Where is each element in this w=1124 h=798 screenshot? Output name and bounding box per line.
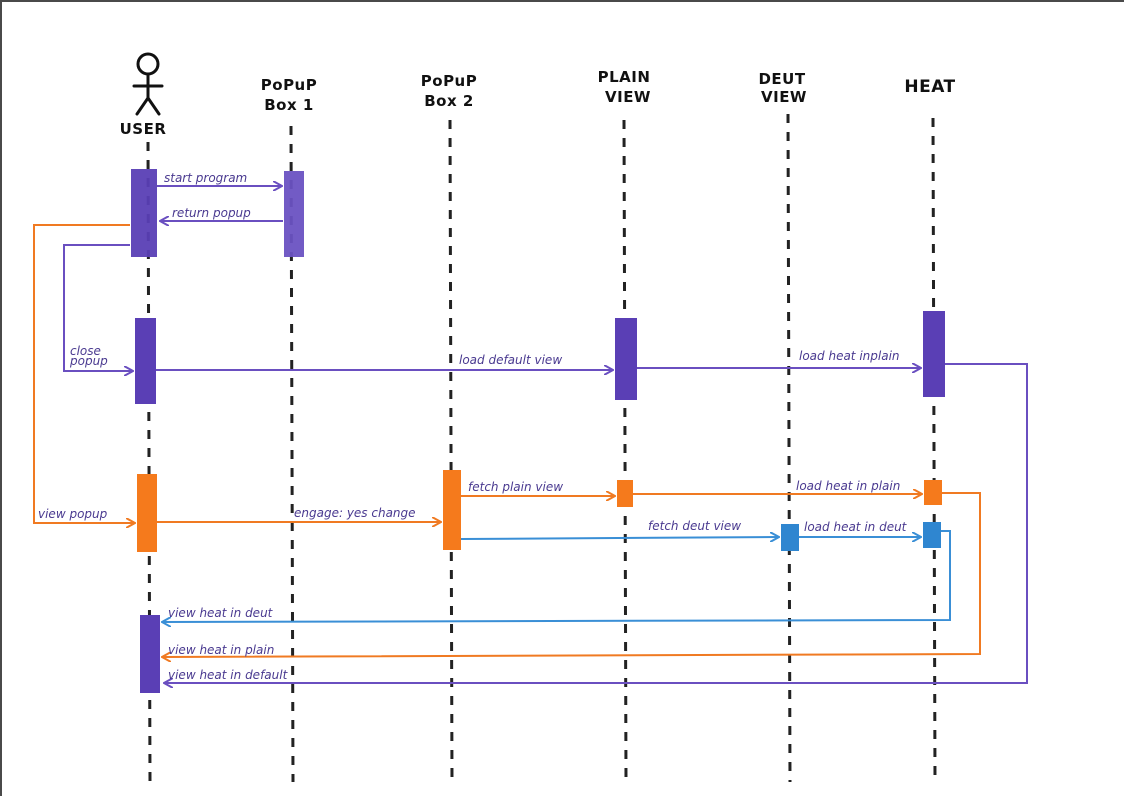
participant-popup1-label: PoPuP <box>261 76 317 94</box>
msg-engage-yes-change-label: engage: yes change <box>294 506 416 520</box>
activation-popup2-1 <box>443 470 461 550</box>
activation-popup1-1 <box>284 171 304 257</box>
msg-fetch-deut-view-arrow <box>460 537 779 539</box>
msg-view-heat-in-deut-label: view heat in deut <box>168 606 274 620</box>
participant-deut-label: DEUT <box>758 70 805 88</box>
msg-fetch-plain-view-label: fetch plain view <box>468 480 563 494</box>
msg-view-popup-arrow <box>33 224 135 523</box>
msg-load-heat-in-deut-label: load heat in deut <box>804 520 908 534</box>
activation-user-4 <box>140 615 160 693</box>
msg-load-heat-inplain-label: load heat inplain <box>799 349 900 363</box>
participant-plain-label: PLAIN <box>598 68 651 86</box>
msg-close-popup-label: close <box>70 344 101 358</box>
msg-view-heat-in-default-arrow <box>164 363 1028 683</box>
activation-plain-1 <box>615 318 637 400</box>
lifeline-popup2 <box>448 119 454 783</box>
lifeline-heat <box>931 117 937 783</box>
msg-view-popup-label: view popup <box>38 507 108 521</box>
participant-plain-label-2: VIEW <box>605 88 651 106</box>
activation-heat-3 <box>923 522 941 548</box>
activation-deut-1 <box>781 524 799 551</box>
lifeline-plain <box>622 119 628 783</box>
activation-plain-2 <box>617 480 633 507</box>
activation-heat-2 <box>924 480 942 505</box>
msg-return-popup-label: return popup <box>172 206 251 220</box>
msg-load-default-view-label: load default view <box>459 353 562 367</box>
participant-popup2-label: PoPuP <box>421 72 477 90</box>
msg-start-program-label: start program <box>164 171 247 185</box>
msg-view-heat-in-plain-arrow <box>162 492 981 657</box>
msg-load-heat-in-plain-label: load heat in plain <box>796 479 900 493</box>
msg-view-heat-in-deut-arrow <box>162 530 951 622</box>
participant-heat-label: HEAT <box>904 77 955 97</box>
participant-popup1-label-2: Box 1 <box>264 96 314 114</box>
participant-user-label: USER <box>120 120 167 138</box>
activation-user-3 <box>137 474 157 552</box>
actor-user-icon <box>132 52 164 116</box>
lifeline-deut <box>786 113 792 783</box>
msg-close-popup-arrow <box>63 244 133 371</box>
participant-popup2-label-2: Box 2 <box>424 92 474 110</box>
activation-user-2 <box>135 318 156 404</box>
msg-close-popup-label-2: popup <box>69 354 108 368</box>
msg-view-heat-in-plain-label: view heat in plain <box>168 643 274 657</box>
msg-fetch-deut-view-label: fetch deut view <box>648 519 741 533</box>
participant-deut-label-2: VIEW <box>761 88 807 106</box>
activation-heat-1 <box>923 311 945 397</box>
msg-view-heat-in-default-label: view heat in default <box>168 668 289 682</box>
activation-user-1 <box>131 169 157 257</box>
